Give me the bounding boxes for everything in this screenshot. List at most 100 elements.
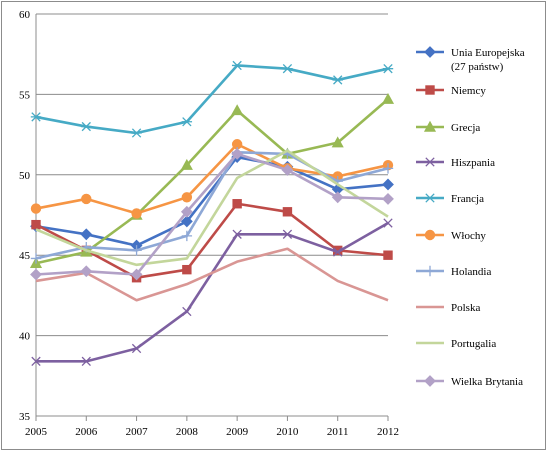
y-tick-label: 40 bbox=[19, 331, 31, 343]
series-line bbox=[35, 152, 389, 276]
legend-item: Grecja bbox=[416, 120, 480, 134]
data-point bbox=[180, 205, 193, 218]
legend-item: Francja bbox=[416, 193, 484, 205]
data-point bbox=[231, 147, 244, 160]
data-point bbox=[232, 229, 242, 239]
legend-item: Portugalia bbox=[416, 338, 496, 350]
x-tick-label: 2009 bbox=[226, 426, 249, 438]
legend-item: Polska bbox=[416, 302, 480, 314]
legend-marker bbox=[424, 265, 436, 277]
legend-item: Holandia bbox=[416, 265, 491, 278]
legend-label: Francja bbox=[451, 193, 484, 205]
series-line bbox=[35, 142, 389, 215]
series-francja bbox=[30, 60, 394, 138]
data-point bbox=[80, 265, 93, 278]
series-wielka-brytania bbox=[30, 147, 394, 281]
data-point bbox=[182, 306, 192, 317]
x-tick-label: 2008 bbox=[176, 426, 199, 438]
data-point bbox=[131, 128, 142, 138]
y-tick-label: 35 bbox=[19, 411, 31, 423]
series-hiszpania bbox=[31, 218, 393, 366]
data-point bbox=[282, 64, 293, 74]
data-point bbox=[383, 250, 393, 260]
legend-label: Unia Europejska bbox=[451, 47, 525, 59]
legend-item: Wielka Brytania bbox=[416, 375, 523, 388]
series-line bbox=[36, 221, 389, 363]
legend-marker bbox=[425, 157, 435, 167]
y-tick-label: 45 bbox=[19, 250, 31, 262]
series-polska bbox=[35, 247, 389, 302]
data-point bbox=[181, 117, 193, 127]
data-point bbox=[382, 178, 394, 191]
data-point bbox=[30, 203, 42, 214]
legend-label: Niemcy bbox=[451, 85, 486, 97]
data-point bbox=[130, 268, 143, 281]
data-point bbox=[332, 75, 343, 85]
data-point bbox=[180, 158, 193, 170]
x-tick-label: 2011 bbox=[327, 426, 349, 438]
data-point bbox=[382, 193, 394, 205]
data-point bbox=[282, 229, 293, 239]
legend-marker bbox=[424, 229, 436, 241]
data-point bbox=[181, 230, 193, 242]
series-line bbox=[35, 98, 389, 265]
data-point bbox=[131, 245, 142, 256]
series-line bbox=[35, 202, 389, 280]
data-point bbox=[81, 121, 92, 132]
legend-item: Unia Europejska (27 państw) bbox=[416, 46, 525, 73]
data-point bbox=[281, 164, 294, 176]
legend-label-line2: (27 państw) bbox=[451, 61, 504, 73]
legend-marker bbox=[423, 120, 437, 132]
x-tick-label: 2007 bbox=[126, 426, 149, 438]
legend-marker bbox=[424, 193, 436, 203]
data-point bbox=[232, 199, 242, 209]
legend-label: Portugalia bbox=[451, 338, 496, 350]
legend-item: Niemcy bbox=[416, 85, 486, 97]
legend-marker bbox=[424, 375, 436, 387]
series-włochy bbox=[30, 139, 394, 219]
x-tick-label: 2012 bbox=[377, 426, 399, 438]
series-portugalia bbox=[35, 149, 389, 267]
legend-label: Holandia bbox=[451, 266, 491, 278]
y-tick-label: 55 bbox=[19, 89, 31, 101]
legend-item: Włochy bbox=[416, 229, 486, 242]
data-point bbox=[81, 193, 92, 205]
legend-label: Hiszpania bbox=[451, 157, 495, 169]
legend-label: Włochy bbox=[451, 230, 486, 242]
data-point bbox=[381, 92, 395, 104]
data-point bbox=[81, 356, 91, 366]
x-tick-label: 2010 bbox=[276, 426, 299, 438]
data-point bbox=[382, 64, 394, 74]
data-point bbox=[182, 264, 192, 275]
series-line bbox=[35, 247, 389, 302]
legend-marker bbox=[424, 46, 436, 58]
legend-marker bbox=[425, 85, 435, 95]
data-point bbox=[231, 104, 244, 116]
series-line bbox=[35, 150, 389, 260]
data-point bbox=[31, 356, 41, 366]
series-line bbox=[35, 64, 389, 135]
x-tick-label: 2006 bbox=[75, 426, 98, 438]
data-point bbox=[180, 215, 193, 228]
data-point bbox=[383, 218, 393, 228]
data-point bbox=[80, 228, 93, 241]
legend: Unia Europejska (27 państw) Niemcy Grecja Hi… bbox=[416, 46, 525, 388]
legend-label: Polska bbox=[451, 302, 480, 314]
legend-item: Hiszpania bbox=[416, 157, 495, 169]
data-point bbox=[331, 136, 344, 148]
gridlines bbox=[36, 13, 388, 417]
legend-label: Grecja bbox=[451, 122, 480, 134]
y-tick-label: 50 bbox=[19, 170, 31, 182]
data-point bbox=[333, 247, 343, 257]
series-line bbox=[35, 149, 389, 267]
data-point bbox=[331, 191, 344, 204]
legend-label: Wielka Brytania bbox=[451, 376, 523, 388]
data-point bbox=[231, 60, 243, 71]
data-point bbox=[131, 343, 142, 354]
data-point bbox=[31, 219, 41, 230]
series-grecja bbox=[29, 92, 395, 268]
data-point bbox=[131, 208, 142, 219]
data-point bbox=[30, 112, 42, 122]
